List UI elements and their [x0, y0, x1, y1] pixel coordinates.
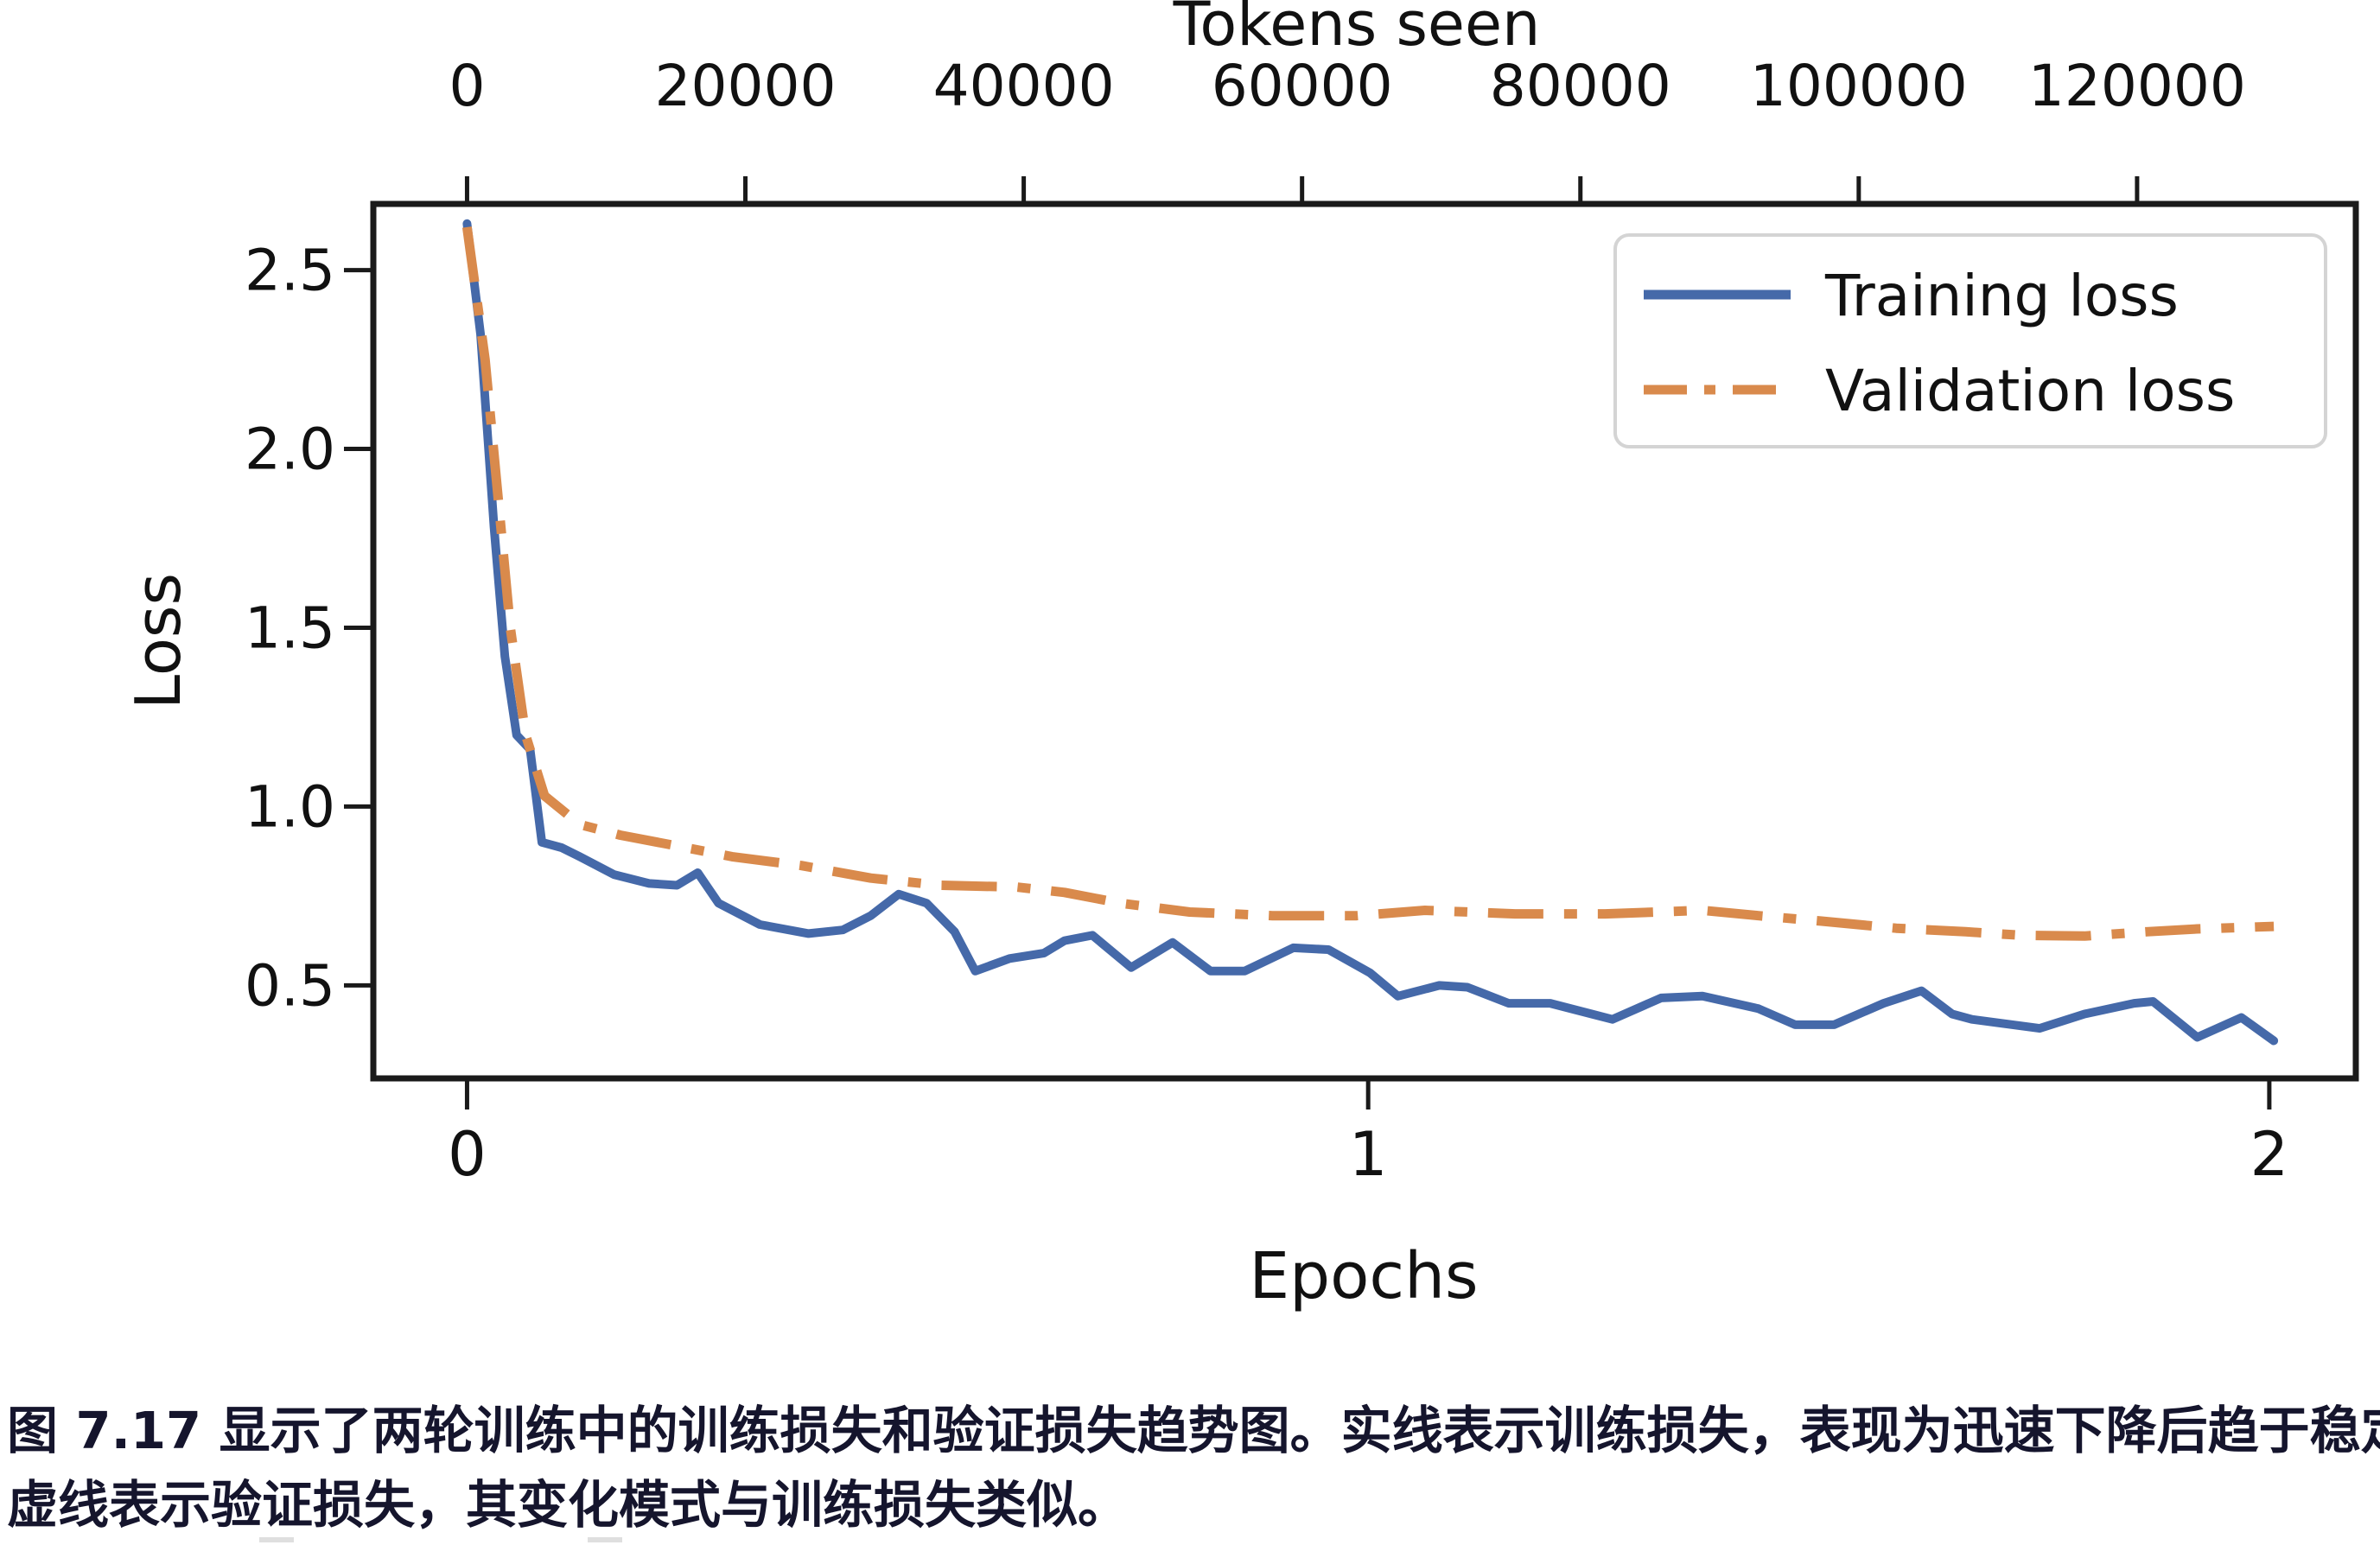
left-tick-label: 2.0 [245, 416, 335, 483]
top-tick-label: 120000 [2028, 53, 2246, 119]
legend-label-validation-loss: Validation loss [1825, 358, 2235, 424]
top-tick-label: 60000 [1212, 53, 1393, 119]
top-axis-title: Tokens seen [1173, 0, 1541, 60]
bottom-tick-label: 1 [1349, 1119, 1388, 1190]
left-tick-label: 0.5 [245, 952, 335, 1019]
cropped-text-artifact [259, 1537, 294, 1542]
bottom-tick-label: 2 [2250, 1119, 2289, 1190]
top-tick-label: 100000 [1750, 53, 1968, 119]
caption-line-1: 图 7.17 显示了两轮训练中的训练损失和验证损失趋势图。实线表示训练损失，表现… [7, 1401, 2380, 1460]
series-line-validation-loss [461, 226, 2275, 941]
top-tick-label: 0 [449, 53, 485, 119]
legend-label-training-loss: Training loss [1824, 263, 2179, 329]
y-axis-title: Loss [122, 573, 194, 709]
left-tick-label: 2.5 [245, 238, 335, 304]
top-tick-label: 20000 [655, 53, 837, 119]
plot-frame [370, 200, 2359, 1082]
bottom-tick-label: 0 [448, 1119, 487, 1190]
left-tick-label: 1.0 [245, 773, 335, 840]
top-axis-ticks: 0 20000 40000 60000 80000 100000 120000 [449, 53, 2246, 204]
cropped-text-artifact [588, 1537, 622, 1542]
caption: 图 7.17 显示了两轮训练中的训练损失和验证损失趋势图。实线表示训练损失，表现… [7, 1401, 2380, 1542]
x-axis-title: Epochs [1249, 1239, 1478, 1313]
left-axis-ticks: 0.5 1.0 1.5 2.0 2.5 [245, 238, 373, 1019]
series-lines [461, 219, 2279, 1046]
left-tick-label: 1.5 [245, 594, 335, 661]
series-line-training-loss [462, 219, 2279, 1046]
legend: Training loss Validation loss [1613, 233, 2327, 448]
top-tick-label: 40000 [933, 53, 1115, 119]
legend-box [1613, 233, 2327, 448]
top-tick-label: 80000 [1490, 53, 1671, 119]
caption-line-2: 虚线表示验证损失，其变化模式与训练损失类似。 [7, 1475, 1129, 1535]
bottom-axis-ticks: 0 1 2 [448, 1078, 2288, 1190]
